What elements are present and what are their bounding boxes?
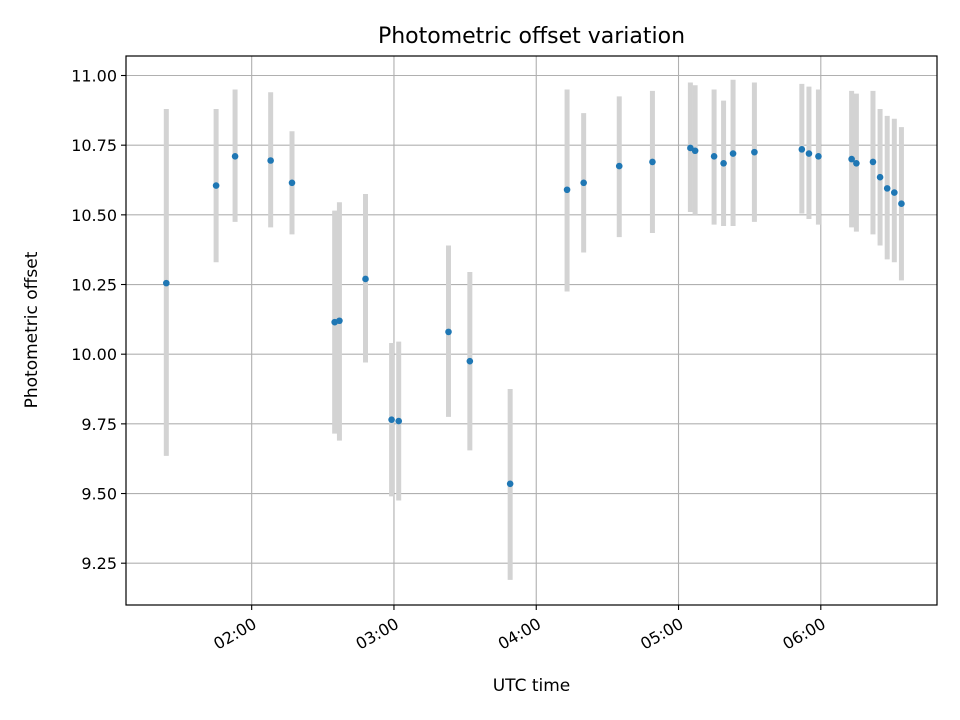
x-tick-label: 03:00 — [353, 614, 402, 654]
data-point — [891, 189, 898, 196]
data-point — [815, 153, 822, 160]
y-tick-label: 9.75 — [81, 415, 117, 434]
data-point — [362, 275, 369, 283]
errorbars — [163, 79, 904, 580]
data-point — [506, 480, 514, 488]
y-tick-label: 11.00 — [71, 67, 117, 86]
data-point — [336, 317, 343, 325]
x-tick-label: 06:00 — [779, 614, 828, 654]
data-point — [691, 147, 699, 155]
data-point — [805, 150, 813, 157]
data-point — [710, 153, 718, 160]
x-axis-label: UTC time — [493, 676, 571, 696]
x-axis-ticks: 02:00 03:00 04:00 05:00 06:00 — [210, 605, 829, 654]
x-tick-label: 05:00 — [637, 614, 686, 654]
data-point — [869, 158, 877, 166]
data-point — [729, 150, 737, 157]
data-point — [563, 186, 571, 194]
y-tick-label: 10.00 — [71, 345, 117, 364]
data-point — [267, 157, 274, 164]
chart-title: Photometric offset variation — [378, 24, 685, 49]
data-point — [466, 357, 474, 365]
data-point — [720, 159, 727, 167]
data-point — [212, 182, 220, 189]
x-tick-label: 02:00 — [210, 614, 259, 654]
y-axis-ticks: 9.25 9.50 9.75 10.00 10.25 10.50 10.75 11.00 — [71, 67, 126, 573]
grid — [126, 56, 937, 605]
data-point — [848, 155, 855, 163]
data-point — [445, 328, 452, 336]
data-point — [163, 279, 170, 287]
data-point — [615, 162, 623, 170]
data-point — [395, 417, 403, 425]
data-point — [883, 185, 891, 192]
data-point — [580, 179, 587, 187]
y-tick-label: 10.25 — [71, 276, 117, 295]
data-point — [231, 153, 239, 160]
data-point — [898, 200, 905, 208]
data-point — [876, 173, 884, 181]
x-tick-label: 04:00 — [495, 614, 544, 654]
y-tick-label: 10.50 — [71, 206, 117, 225]
data-point — [649, 158, 656, 166]
y-axis-label: Photometric offset — [22, 251, 42, 408]
data-point — [751, 148, 758, 156]
data-point — [853, 159, 860, 167]
data-point — [388, 416, 395, 423]
y-tick-label: 9.50 — [81, 485, 117, 504]
data-point — [288, 179, 296, 187]
data-points — [163, 144, 905, 488]
y-tick-label: 9.25 — [81, 554, 117, 573]
plot-frame — [125, 55, 938, 606]
data-point — [798, 146, 806, 153]
y-tick-label: 10.75 — [71, 136, 117, 155]
